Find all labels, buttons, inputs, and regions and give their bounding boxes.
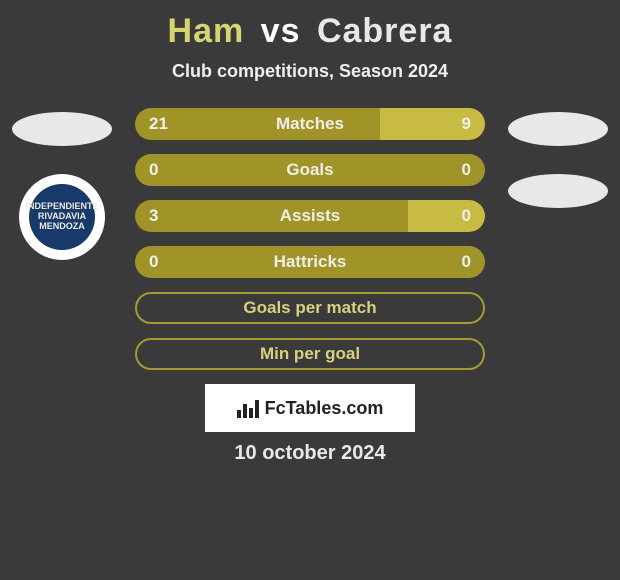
stat-bar-hattricks: 0 Hattricks 0 <box>135 246 485 278</box>
player1-name: Ham <box>168 12 245 50</box>
stat-bar-goals-per-match: Goals per match <box>135 292 485 324</box>
title-vs: vs <box>261 12 301 50</box>
left-column: INDEPENDIENTE RIVADAVIA MENDOZA <box>7 108 117 260</box>
main-row: INDEPENDIENTE RIVADAVIA MENDOZA 21 Match… <box>0 108 620 370</box>
stat-label: Matches <box>135 108 485 140</box>
stat-bar-min-per-goal: Min per goal <box>135 338 485 370</box>
stat-bar-goals: 0 Goals 0 <box>135 154 485 186</box>
stat-value-right: 9 <box>462 108 471 140</box>
subtitle: Club competitions, Season 2024 <box>0 61 620 82</box>
stat-bar-assists: 3 Assists 0 <box>135 200 485 232</box>
comparison-card: Ham vs Cabrera Club competitions, Season… <box>0 0 620 465</box>
stats-bars: 21 Matches 9 0 Goals 0 3 Assists 0 <box>135 108 485 370</box>
stat-value-right: 0 <box>462 246 471 278</box>
player1-country-oval <box>12 112 112 146</box>
page-title: Ham vs Cabrera <box>0 12 620 51</box>
stat-label: Hattricks <box>135 246 485 278</box>
stat-label: Goals <box>135 154 485 186</box>
fctables-text: FcTables.com <box>265 398 384 419</box>
right-column <box>503 108 613 208</box>
stat-label: Assists <box>135 200 485 232</box>
stat-bar-matches: 21 Matches 9 <box>135 108 485 140</box>
stat-label: Goals per match <box>137 294 483 322</box>
player1-club-badge: INDEPENDIENTE RIVADAVIA MENDOZA <box>19 174 105 260</box>
fctables-watermark: FcTables.com <box>205 384 415 432</box>
stat-value-right: 0 <box>462 200 471 232</box>
stat-label: Min per goal <box>137 340 483 368</box>
player2-name: Cabrera <box>317 12 453 50</box>
stat-value-right: 0 <box>462 154 471 186</box>
club-badge-text: INDEPENDIENTE RIVADAVIA MENDOZA <box>29 184 95 250</box>
player2-club-oval <box>508 174 608 208</box>
date-label: 10 october 2024 <box>0 442 620 465</box>
bar-chart-icon <box>237 398 259 418</box>
player2-country-oval <box>508 112 608 146</box>
